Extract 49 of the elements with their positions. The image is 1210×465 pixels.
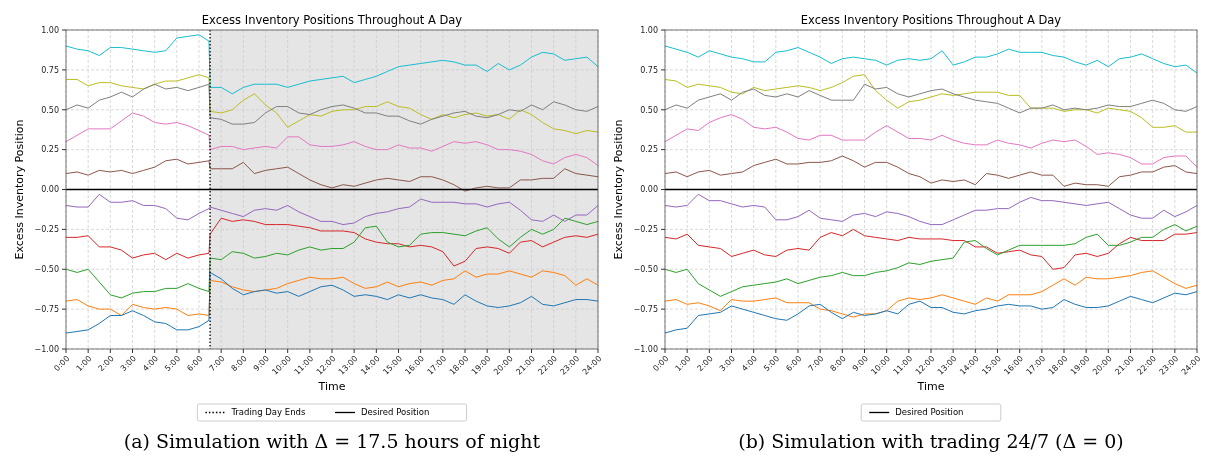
line-series [65, 158, 599, 192]
line-series [664, 291, 1198, 334]
chart-title: Excess Inventory Positions Throughout A Day [800, 13, 1062, 27]
text: (b) Simulation with trading 24/7 (Δ = 0) [738, 430, 1124, 452]
line-series [664, 83, 1198, 114]
line-series [65, 74, 599, 135]
y-tick-label: 0.00 [41, 185, 59, 195]
y-axis-title: Excess Inventory Position [612, 119, 625, 260]
line-series [65, 34, 599, 95]
chart-title: Excess Inventory Positions Throughout A Day [201, 13, 463, 27]
x-axis-title: Time [916, 380, 945, 393]
line-series [664, 114, 1198, 168]
line-series [65, 83, 599, 125]
y-tick-label: −0.75 [34, 304, 59, 314]
line-series [65, 270, 599, 317]
y-tick-label: 0.25 [640, 145, 658, 155]
line-series [65, 217, 599, 299]
text: (a) Simulation with Δ = 17.5 hours of night [123, 430, 541, 452]
y-tick-label: −1.00 [34, 344, 59, 354]
line-series [664, 228, 1198, 270]
y-tick-label: 0.50 [640, 105, 658, 115]
y-tick-label: 0.75 [41, 65, 59, 75]
y-tick-label: 0.75 [640, 65, 658, 75]
line-series [65, 193, 599, 226]
legend-label: Desired Position [361, 407, 430, 418]
line-series [664, 224, 1198, 297]
y-tick-label: 1.00 [640, 25, 658, 35]
line-series [664, 193, 1198, 226]
line-series [664, 270, 1198, 318]
legend-label: Trading Day Ends [230, 407, 306, 418]
y-tick-label: −1.00 [633, 344, 658, 354]
y-tick-label: −0.50 [34, 265, 59, 275]
legend-label: Desired Position [895, 407, 964, 418]
line-series [65, 271, 599, 334]
line-series [664, 155, 1198, 187]
x-axis-title: Time [317, 380, 346, 393]
line-series [65, 112, 599, 167]
y-tick-label: 0.50 [41, 105, 59, 115]
y-tick-label: −0.75 [633, 304, 658, 314]
y-tick-label: −0.50 [633, 265, 658, 275]
y-tick-label: −0.25 [633, 225, 658, 235]
line-series [65, 217, 599, 267]
y-axis-title: Excess Inventory Position [13, 119, 26, 260]
line-series [664, 45, 1198, 74]
y-tick-label: −0.25 [34, 225, 59, 235]
y-tick-label: 1.00 [41, 25, 59, 35]
y-tick-label: 0.25 [41, 145, 59, 155]
line-series [664, 74, 1198, 133]
y-tick-label: 0.00 [640, 185, 658, 195]
